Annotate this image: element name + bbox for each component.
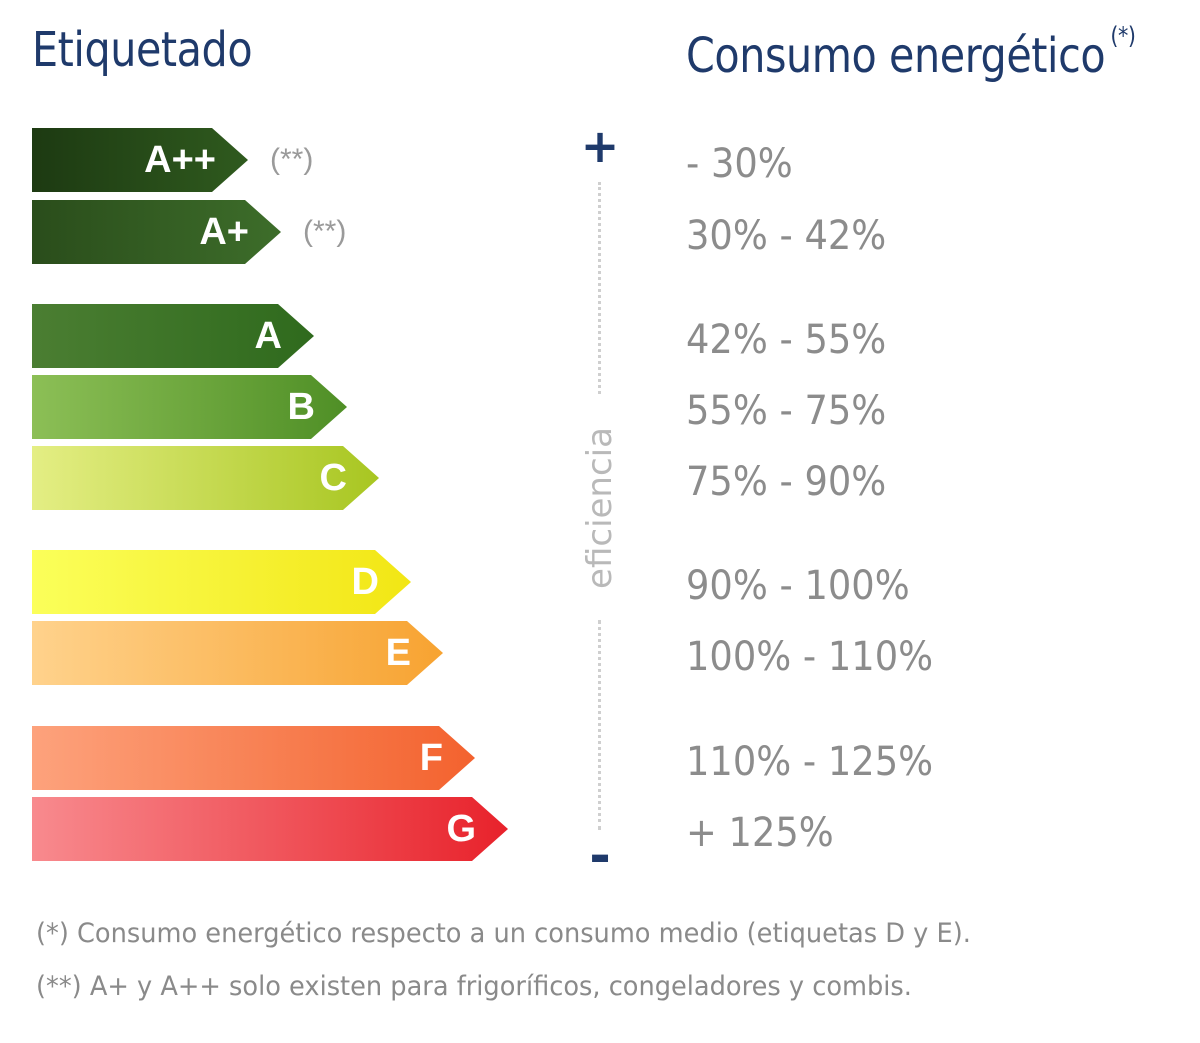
energy-bar-c: C	[32, 446, 379, 510]
energy-bar-a: A	[32, 304, 314, 368]
energy-bar-label: A++	[144, 139, 216, 181]
axis-minus-sign: -	[589, 826, 611, 886]
energy-bar-note: (**)	[303, 215, 347, 248]
consumption-range-d: 90% - 100%	[686, 563, 910, 609]
energy-bar-aplus: A+	[32, 200, 281, 264]
energy-bar-f: F	[32, 726, 475, 790]
energy-bar-d: D	[32, 550, 411, 614]
footnote-appliances: (**) A+ y A++ solo existen para frigoríf…	[36, 971, 912, 1002]
energy-bar-label: F	[419, 737, 443, 779]
energy-bar-label: A	[254, 315, 282, 357]
energy-bar-label: C	[319, 457, 347, 499]
energy-bar-aplusplus: A++	[32, 128, 248, 192]
heading-energy-consumption: Consumo energético (*)	[686, 22, 1136, 84]
axis-dotted-line-top	[598, 182, 601, 394]
energy-bar-label: G	[446, 808, 476, 850]
consumption-range-aplusplus: - 30%	[686, 141, 793, 187]
consumption-range-g: + 125%	[686, 810, 834, 856]
axis-label-efficiency: eficiencia	[580, 427, 620, 589]
energy-bar-e: E	[32, 621, 443, 685]
consumption-range-e: 100% - 110%	[686, 634, 934, 680]
footnote-consumption: (*) Consumo energético respecto a un con…	[36, 918, 971, 949]
heading-energy-consumption-text: Consumo energético	[686, 28, 1106, 84]
energy-bar-label: B	[287, 386, 315, 428]
energy-bar-label: D	[351, 561, 379, 603]
consumption-range-a: 42% - 55%	[686, 317, 887, 363]
energy-bar-b: B	[32, 375, 347, 439]
energy-bar-label: E	[385, 632, 411, 674]
consumption-range-b: 55% - 75%	[686, 388, 887, 434]
heading-footnote-marker: (*)	[1110, 22, 1136, 50]
consumption-range-f: 110% - 125%	[686, 739, 934, 785]
energy-bar-label: A+	[199, 211, 249, 253]
axis-plus-sign: +	[580, 119, 620, 173]
energy-bar-g: G	[32, 797, 508, 861]
heading-labeling: Etiquetado	[32, 22, 253, 78]
consumption-range-c: 75% - 90%	[686, 459, 887, 505]
axis-dotted-line-bottom	[598, 620, 601, 830]
energy-bar-note: (**)	[270, 143, 314, 176]
consumption-range-aplus: 30% - 42%	[686, 213, 887, 259]
